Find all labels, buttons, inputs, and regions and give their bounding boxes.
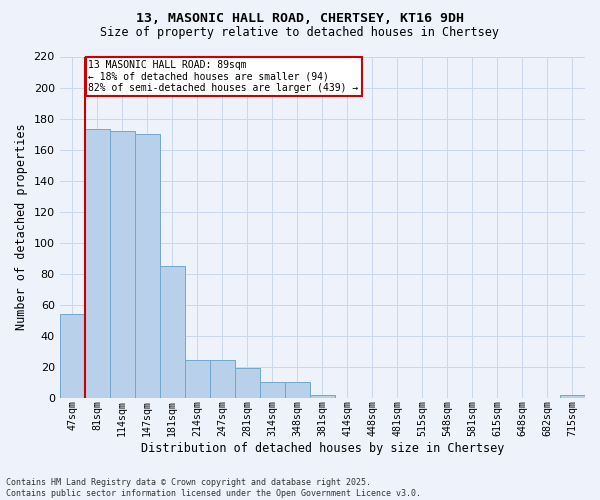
Bar [285,382,310,398]
Bar [210,360,235,398]
Bar [160,266,185,398]
Bar [560,394,585,398]
Y-axis label: Number of detached properties: Number of detached properties [15,124,28,330]
Text: Contains HM Land Registry data © Crown copyright and database right 2025.
Contai: Contains HM Land Registry data © Crown c… [6,478,421,498]
Text: 13, MASONIC HALL ROAD, CHERTSEY, KT16 9DH: 13, MASONIC HALL ROAD, CHERTSEY, KT16 9D… [136,12,464,26]
X-axis label: Distribution of detached houses by size in Chertsey: Distribution of detached houses by size … [140,442,504,455]
Bar [135,134,160,398]
Text: Size of property relative to detached houses in Chertsey: Size of property relative to detached ho… [101,26,499,39]
Bar [59,314,85,398]
Bar [235,368,260,398]
Bar [185,360,210,398]
Bar [310,394,335,398]
Text: 13 MASONIC HALL ROAD: 89sqm
← 18% of detached houses are smaller (94)
82% of sem: 13 MASONIC HALL ROAD: 89sqm ← 18% of det… [88,60,359,93]
Bar [85,130,110,398]
Bar [110,131,135,398]
Bar [260,382,285,398]
